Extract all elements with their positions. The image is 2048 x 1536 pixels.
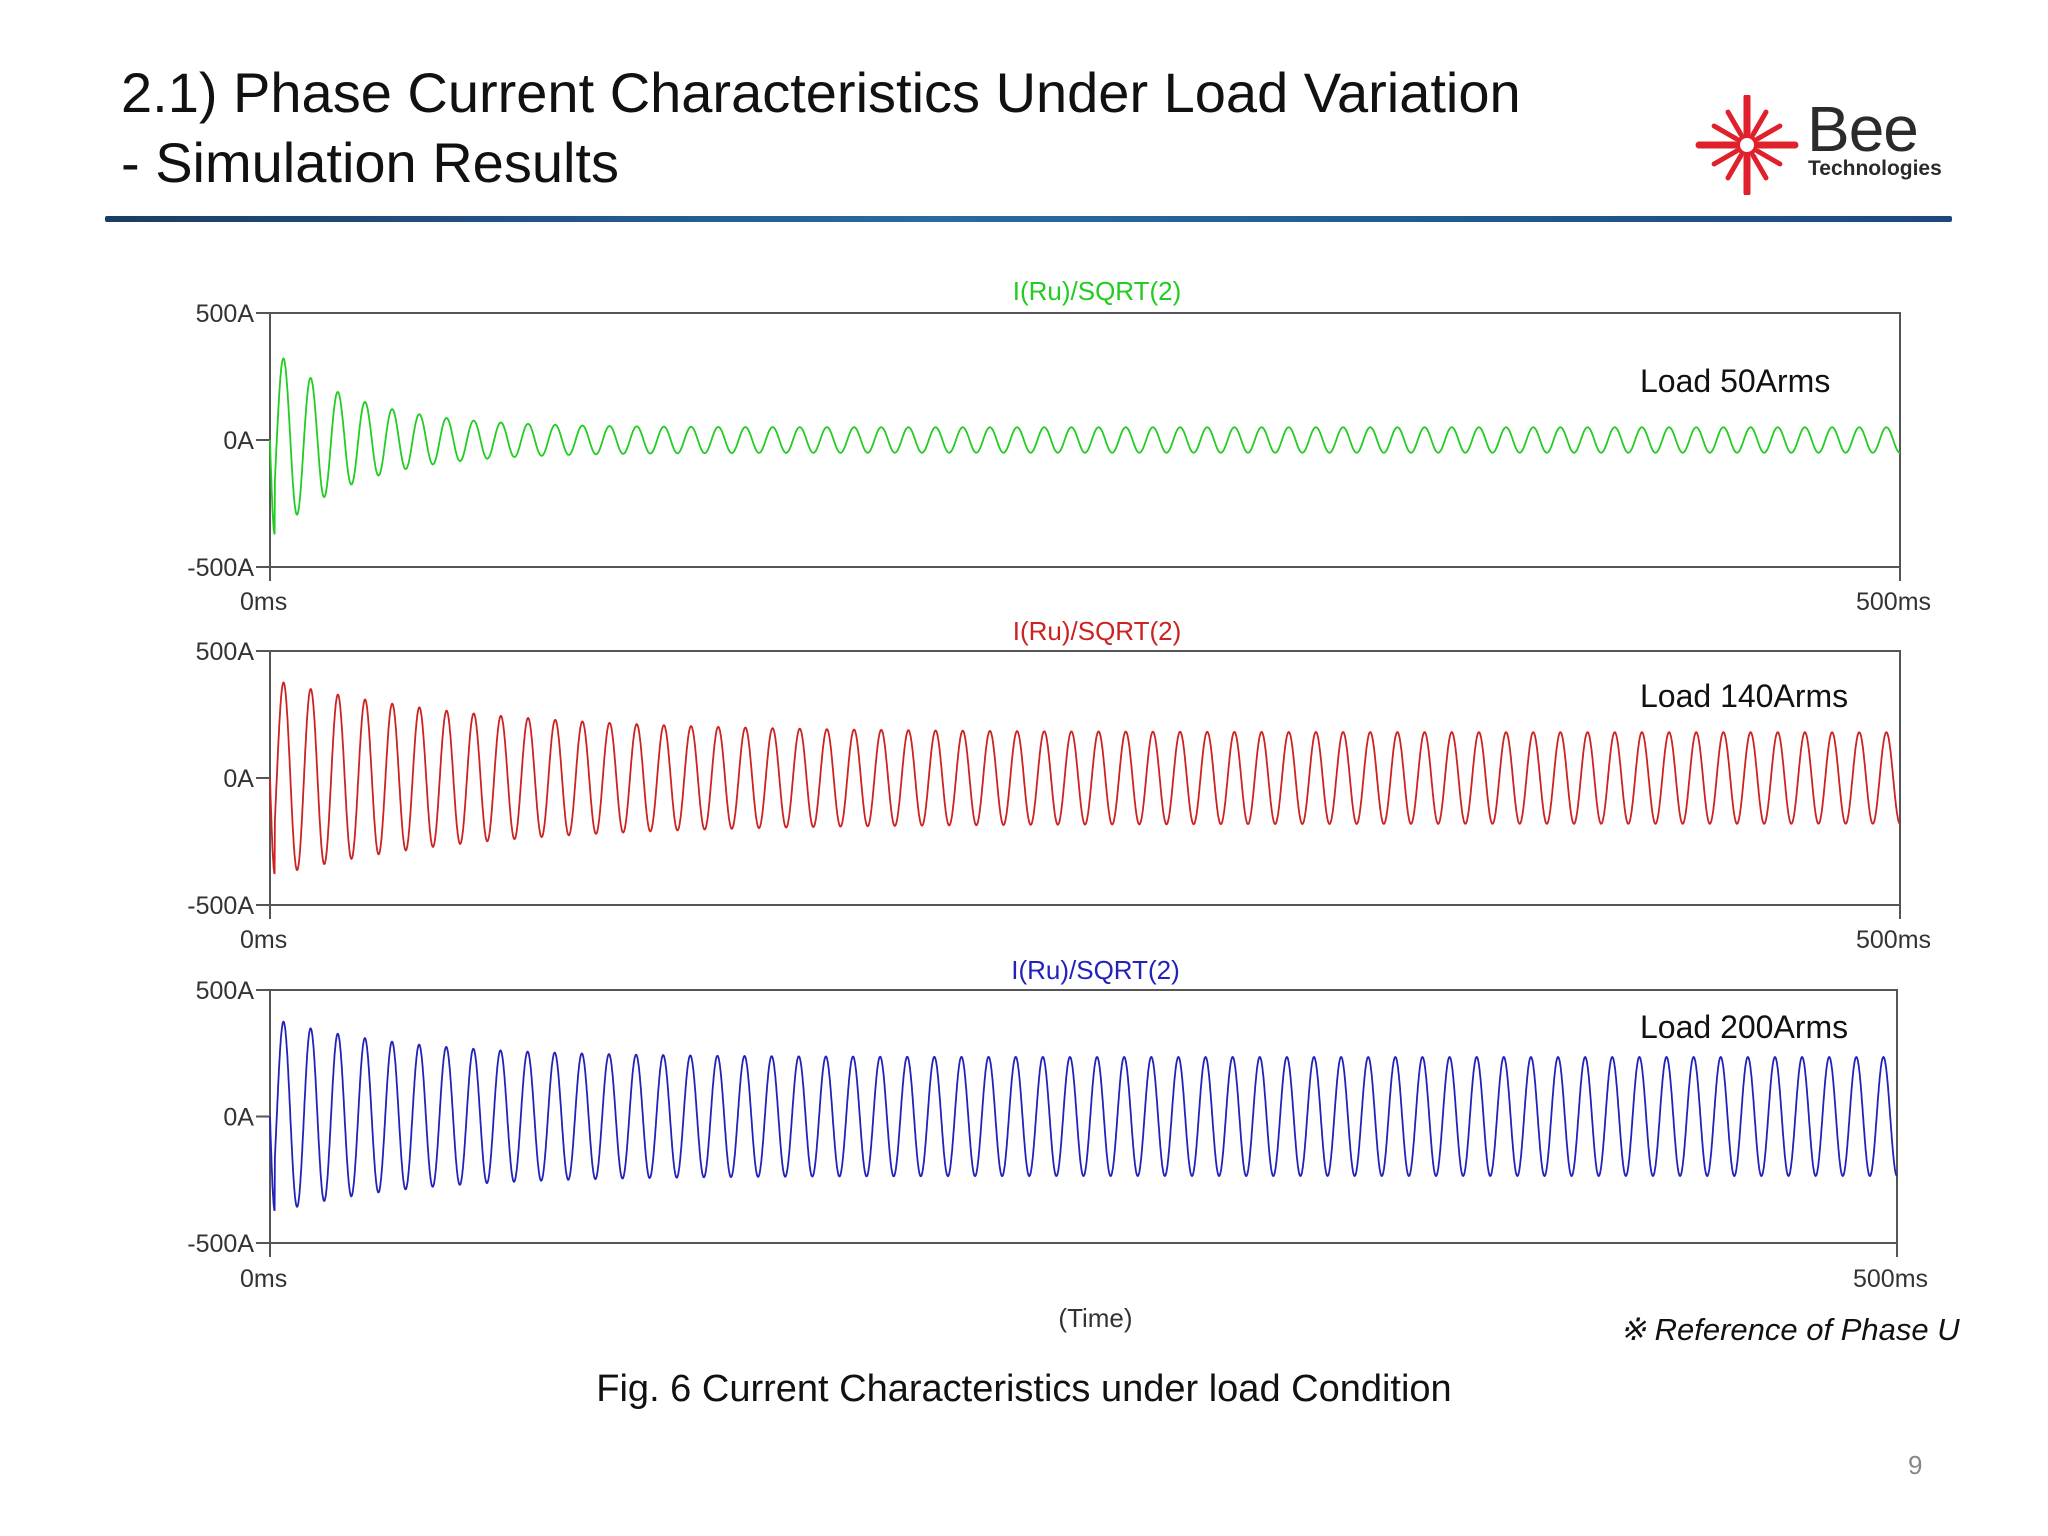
logo-ray <box>1711 148 1740 167</box>
x-tick-label: 500ms <box>1853 1265 1928 1293</box>
bee-technologies-logo: Bee Technologies <box>1695 95 1960 195</box>
y-tick-label: 500A <box>196 977 255 1005</box>
x-axis-label: (Time) <box>1058 1303 1132 1333</box>
chart-panel: 500A 0A -500A 0ms 500ms I(Ru)/SQRT(2) Load 140… <box>187 616 1931 954</box>
logo-center <box>1736 134 1758 156</box>
y-tick-label: 0A <box>223 765 254 793</box>
logo-word: Bee <box>1807 93 1919 165</box>
title-line-2: - Simulation Results <box>121 131 619 194</box>
logo-ray <box>1750 152 1769 181</box>
current-waveform <box>269 681 1901 875</box>
x-tick-label: 500ms <box>1856 588 1931 616</box>
reference-note: ※ Reference of Phase U <box>1620 1312 1960 1347</box>
trace-title: I(Ru)/SQRT(2) <box>1011 955 1180 985</box>
current-waveform <box>269 1020 1898 1212</box>
plot-frame <box>269 312 1901 568</box>
load-annotation: Load 50Arms <box>1640 363 1830 399</box>
x-tick-label: 0ms <box>240 926 287 954</box>
chart-panel: 500A 0A -500A 0ms 500ms I(Ru)/SQRT(2) Load 200… <box>187 955 1928 1333</box>
x-tick-label: 0ms <box>240 588 287 616</box>
trace-title: I(Ru)/SQRT(2) <box>1013 276 1182 306</box>
current-waveform <box>269 357 1901 535</box>
sun-burst-icon <box>1695 95 1799 195</box>
logo-ray <box>1754 148 1783 167</box>
title-line-1: 2.1) Phase Current Characteristics Under… <box>121 61 1521 124</box>
y-tick-label: -500A <box>187 554 254 582</box>
y-tick-label: -500A <box>187 1230 254 1258</box>
load-annotation: Load 140Arms <box>1640 678 1848 714</box>
title-divider <box>105 216 1952 222</box>
x-tick-label: 0ms <box>240 1265 287 1293</box>
logo-ray <box>1754 123 1783 142</box>
trace-title: I(Ru)/SQRT(2) <box>1013 616 1182 646</box>
y-tick-label: -500A <box>187 892 254 920</box>
simulation-charts: 500A 0A -500A 0ms 500ms I(Ru)/SQRT(2) Load 50A… <box>187 276 1931 1333</box>
figure-caption: Fig. 6 Current Characteristics under loa… <box>596 1368 1452 1410</box>
x-tick-label: 500ms <box>1856 926 1931 954</box>
logo-subtitle: Technologies <box>1808 157 1942 180</box>
logo-ray <box>1725 152 1744 181</box>
chart-panel: 500A 0A -500A 0ms 500ms I(Ru)/SQRT(2) Load 50A… <box>187 276 1931 616</box>
logo-ray <box>1711 123 1740 142</box>
logo-ray <box>1725 109 1744 138</box>
logo-ray <box>1750 109 1769 138</box>
y-tick-label: 0A <box>223 1104 254 1132</box>
slide-title: 2.1) Phase Current Characteristics Under… <box>121 58 1521 198</box>
y-tick-label: 0A <box>223 427 254 455</box>
load-annotation: Load 200Arms <box>1640 1009 1848 1045</box>
y-tick-label: 500A <box>196 300 255 328</box>
page-number: 9 <box>1908 1450 1923 1480</box>
y-tick-label: 500A <box>196 638 255 666</box>
